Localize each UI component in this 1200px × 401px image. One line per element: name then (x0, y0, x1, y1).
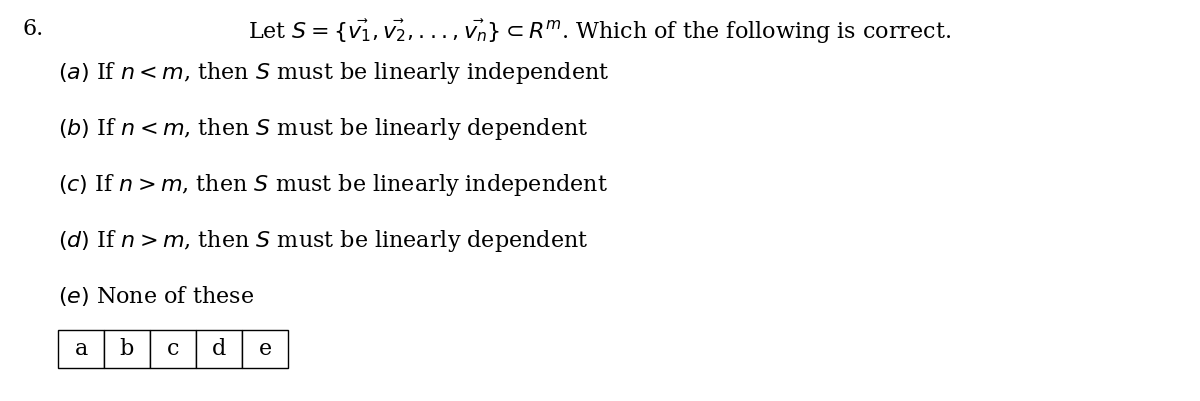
Text: Let $S = \{\vec{v_1}, \vec{v_2}, ..., \vec{v_n}\} \subset R^m$. Which of the fol: Let $S = \{\vec{v_1}, \vec{v_2}, ..., \v… (248, 18, 952, 46)
Text: $(b)$ If $n < m$, then $S$ must be linearly dependent: $(b)$ If $n < m$, then $S$ must be linea… (58, 116, 588, 142)
Text: d: d (212, 338, 226, 360)
Text: $(c)$ If $n > m$, then $S$ must be linearly independent: $(c)$ If $n > m$, then $S$ must be linea… (58, 172, 607, 198)
Text: $(d)$ If $n > m$, then $S$ must be linearly dependent: $(d)$ If $n > m$, then $S$ must be linea… (58, 228, 588, 254)
Text: 6.: 6. (22, 18, 43, 40)
Text: a: a (74, 338, 88, 360)
Text: e: e (258, 338, 271, 360)
Text: $(e)$ None of these: $(e)$ None of these (58, 284, 253, 308)
Text: c: c (167, 338, 179, 360)
Text: $(a)$ If $n < m$, then $S$ must be linearly independent: $(a)$ If $n < m$, then $S$ must be linea… (58, 60, 608, 86)
Text: b: b (120, 338, 134, 360)
